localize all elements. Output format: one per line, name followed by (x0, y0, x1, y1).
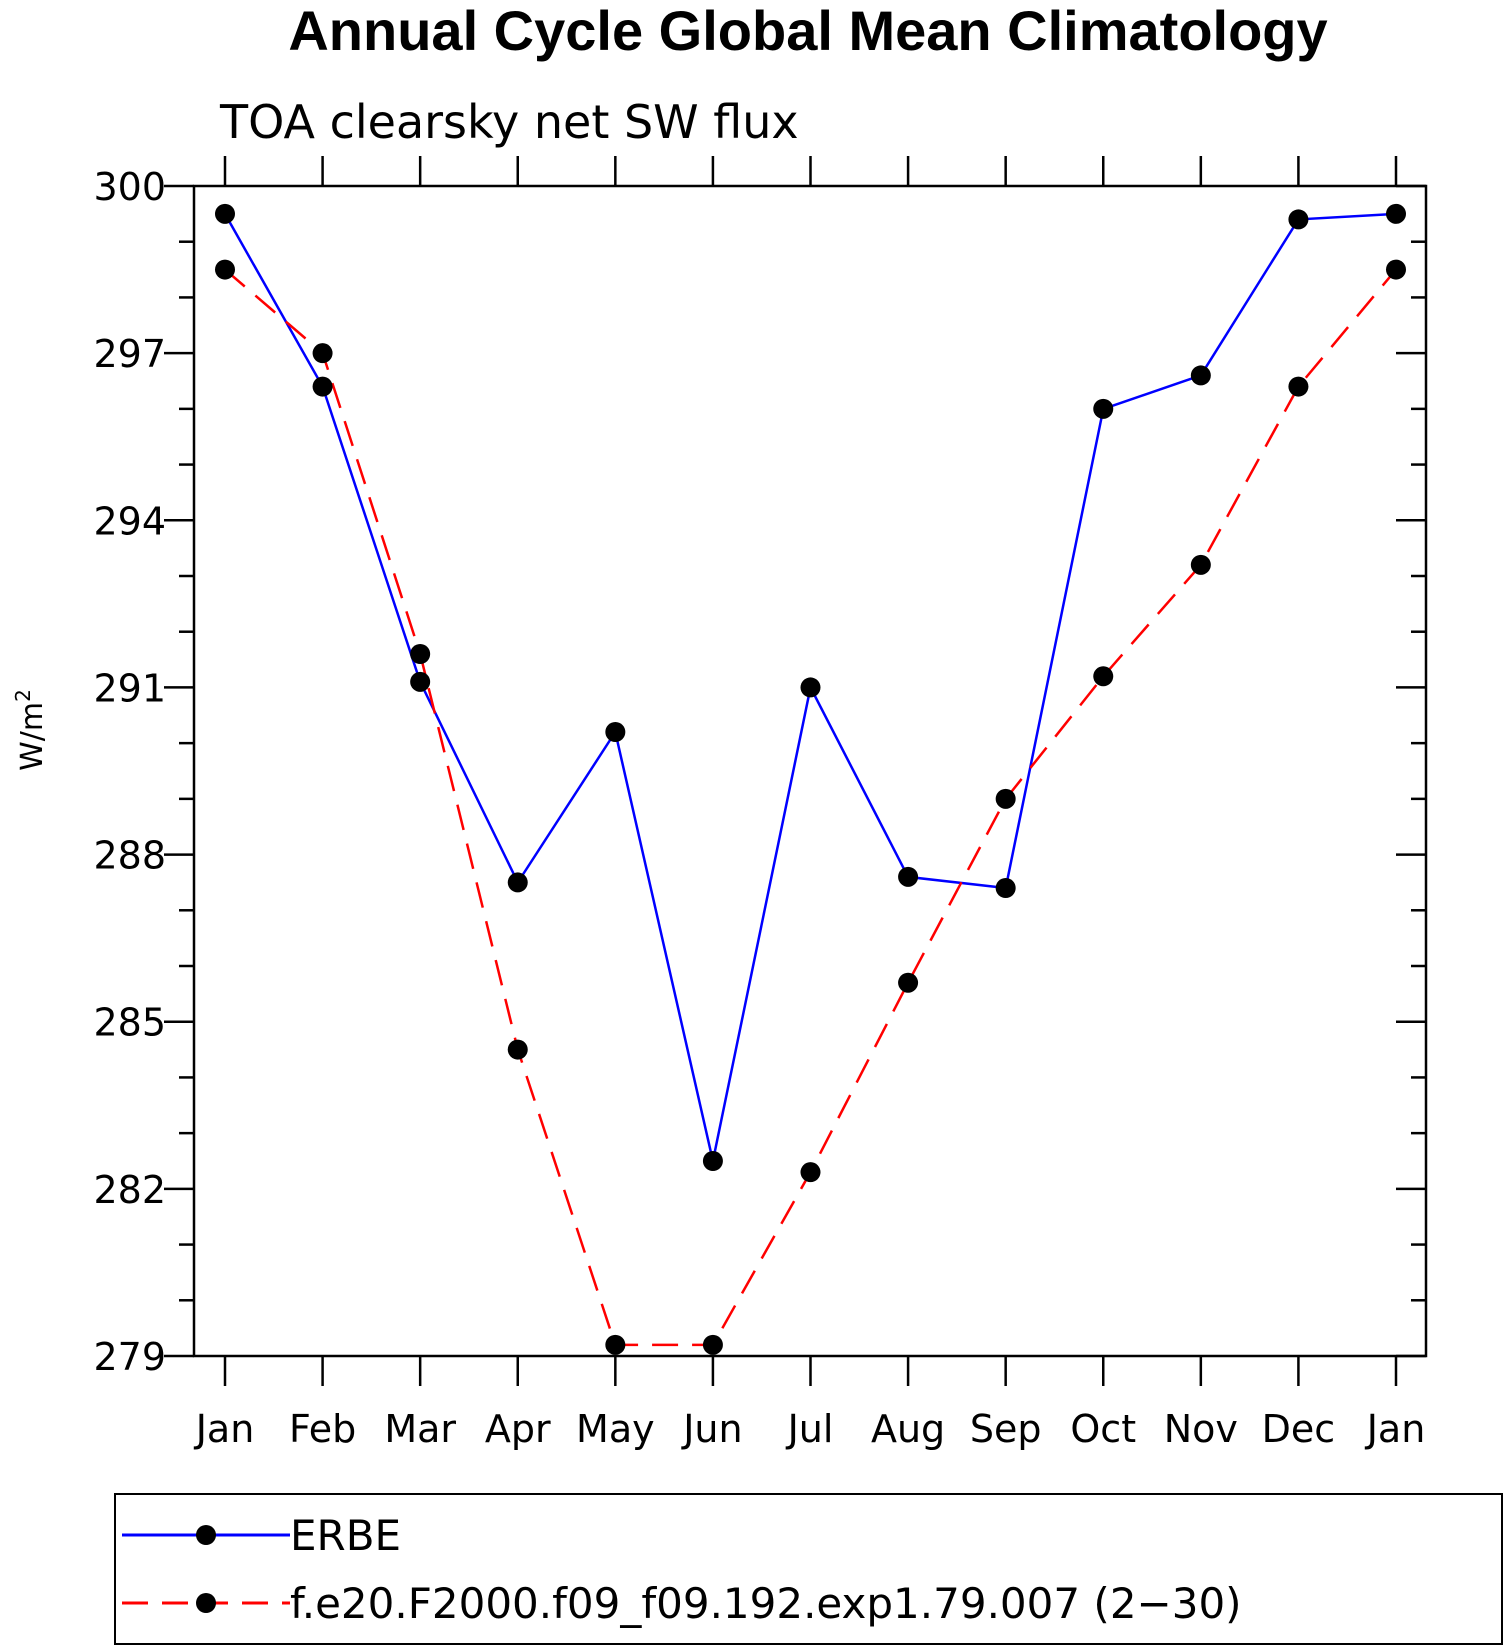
series-0-point (605, 722, 626, 742)
y-tick-label: 297 (93, 332, 166, 376)
y-tick-label: 285 (93, 1001, 166, 1045)
chart-title: Annual Cycle Global Mean Climatology (288, 0, 1327, 62)
series-layer (215, 203, 1406, 1355)
series-1-point (1288, 376, 1309, 397)
y-tick-label: 279 (93, 1335, 166, 1379)
x-tick-label: Nov (1164, 1407, 1238, 1451)
series-line-1 (224, 268, 1397, 1347)
legend-label-erbe: ERBE (290, 1511, 401, 1560)
series-0-point (995, 878, 1016, 898)
series-1-point (312, 343, 333, 364)
x-tick-label: Dec (1262, 1407, 1336, 1451)
x-tick-label: Apr (485, 1407, 551, 1451)
y-axis-label-exponent: 2 (11, 689, 35, 702)
y-tick-label: 300 (93, 165, 166, 209)
series-1-point (1386, 259, 1406, 280)
y-axis-title: W/m2 (11, 689, 50, 771)
series-1-point (800, 1162, 821, 1183)
x-tick-label: May (576, 1407, 655, 1451)
chart-subtitle: TOA clearsky net SW flux (219, 95, 799, 149)
series-0-point (312, 376, 333, 397)
legend-marker-model (196, 1593, 216, 1613)
y-tick-labels: 300 297 294 291 288 285 282 279 (93, 165, 166, 1379)
x-tick-label: Feb (289, 1407, 356, 1451)
series-0-point (1288, 209, 1309, 230)
x-tick-labels: Jan Feb Mar Apr May Jun Jul Aug Sep Oct Nov Dec Jan (194, 1407, 1426, 1451)
series-1-point (702, 1334, 723, 1355)
axes (164, 156, 1428, 1386)
series-1-point (1190, 554, 1211, 575)
legend: ERBE f.e20.F2000.f09_f09.192.exp1.79.007… (114, 1493, 1503, 1645)
series-0-point (800, 677, 821, 698)
y-tick-label: 288 (93, 834, 166, 878)
legend-marker-erbe (196, 1525, 216, 1545)
y-tick-label: 294 (93, 499, 166, 543)
x-tick-label: Oct (1070, 1407, 1136, 1451)
series-0-point (215, 203, 235, 224)
series-1-point (507, 1039, 528, 1060)
series-0-point (410, 671, 431, 692)
series-0-point (507, 872, 528, 893)
x-tick-label: Jun (681, 1407, 742, 1451)
series-1-point (1093, 666, 1114, 687)
series-1-point (995, 788, 1016, 809)
y-tick-label: 282 (93, 1168, 166, 1212)
series-0-point (1386, 203, 1406, 224)
x-tick-label: Jan (1365, 1407, 1426, 1451)
series-1-point (605, 1334, 626, 1355)
x-tick-label: Mar (384, 1407, 456, 1451)
y-axis-label: W/m (15, 702, 50, 771)
series-0-point (898, 866, 919, 887)
svg-text:W/m2: W/m2 (11, 689, 50, 771)
x-tick-label: Jan (194, 1407, 255, 1451)
series-0-point (702, 1151, 723, 1171)
series-1-point (898, 972, 919, 993)
series-1-point (215, 259, 235, 280)
series-0-point (1093, 398, 1114, 419)
y-tick-label: 291 (93, 666, 166, 710)
series-0-point (1190, 365, 1211, 386)
x-tick-label: Jul (786, 1407, 834, 1451)
x-tick-label: Sep (970, 1407, 1042, 1451)
legend-label-model: f.e20.F2000.f09_f09.192.exp1.79.007 (2−3… (290, 1579, 1242, 1628)
x-tick-label: Aug (871, 1407, 945, 1451)
legend-box (114, 1493, 1503, 1645)
series-1-point (410, 644, 431, 664)
